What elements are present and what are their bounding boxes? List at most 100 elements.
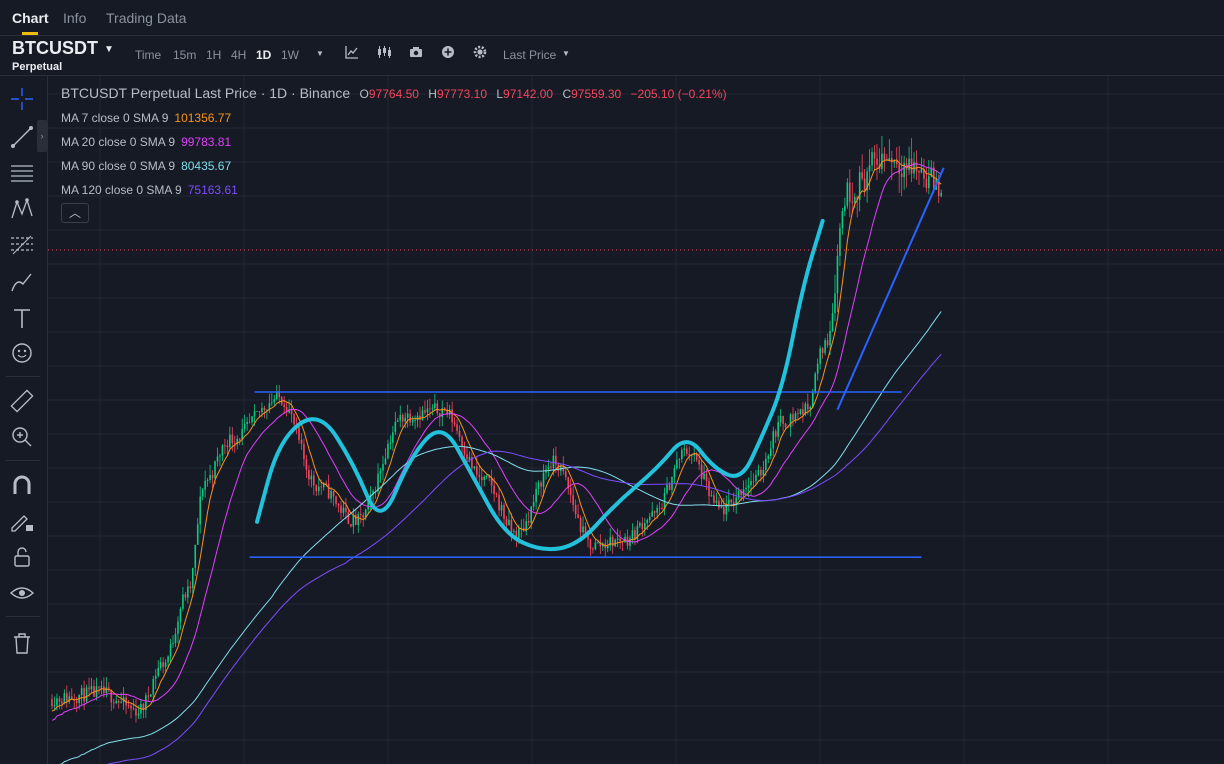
candle-body <box>382 464 384 471</box>
candle-body <box>937 178 940 197</box>
interval-more-icon[interactable]: ▼ <box>316 49 324 58</box>
candle-body <box>651 511 654 517</box>
interval-1h[interactable]: 1H <box>206 48 222 62</box>
chevron-down-icon[interactable]: ▼ <box>562 49 570 58</box>
chevron-down-icon[interactable]: ▼ <box>104 44 114 55</box>
candle-body <box>172 643 174 645</box>
zoom-in-icon[interactable] <box>9 424 35 450</box>
candle-body <box>98 686 100 688</box>
candle-body <box>229 434 231 448</box>
candle-body <box>584 526 587 535</box>
ma90-line <box>59 311 942 764</box>
candle-type-icon[interactable] <box>375 45 393 63</box>
lock-icon[interactable] <box>9 544 35 570</box>
candle-body <box>211 475 214 479</box>
candle-body <box>540 482 542 487</box>
candle-body <box>194 544 197 568</box>
candle-body <box>80 688 83 696</box>
eye-icon[interactable] <box>9 580 35 606</box>
candle-body <box>589 539 592 549</box>
horizontal-lines-icon[interactable] <box>9 160 35 186</box>
candle-body <box>174 633 177 644</box>
candle-body <box>105 687 108 693</box>
candle-body <box>844 205 846 212</box>
candle-body <box>355 515 357 525</box>
candle-body <box>552 455 555 468</box>
trash-icon[interactable] <box>9 630 35 656</box>
candle-body <box>883 153 886 160</box>
candle-body <box>226 445 229 448</box>
tab-info[interactable]: Info <box>63 10 87 26</box>
candle-body <box>757 469 760 475</box>
candle-body <box>384 458 387 465</box>
magnet-icon[interactable] <box>9 472 35 498</box>
interval-1d[interactable]: 1D <box>256 48 272 62</box>
candle-body <box>574 504 577 515</box>
candle-body <box>700 464 703 479</box>
settings-icon[interactable] <box>471 45 489 63</box>
candle-body <box>83 688 85 702</box>
fib-icon[interactable] <box>9 232 35 258</box>
candle-body <box>851 201 854 203</box>
price-type-select[interactable]: Last Price <box>503 48 557 62</box>
chevron-up-icon[interactable]: ︿ <box>61 203 89 223</box>
price-chart[interactable] <box>48 76 1224 764</box>
tab-trading-data[interactable]: Trading Data <box>106 10 187 26</box>
interval-4h[interactable]: 4H <box>231 48 247 62</box>
interval-15m[interactable]: 15m <box>173 48 197 62</box>
add-icon[interactable] <box>439 45 457 63</box>
candle-body <box>397 420 399 422</box>
symbol-name[interactable]: BTCUSDT <box>12 38 98 58</box>
candle-body <box>458 430 461 437</box>
candle-body <box>394 421 397 433</box>
candle-body <box>221 445 224 456</box>
ruler-icon[interactable] <box>9 388 35 414</box>
candle-body <box>923 169 925 179</box>
candle-body <box>779 415 782 423</box>
interval-time[interactable]: Time <box>135 48 162 62</box>
candle-body <box>448 409 451 415</box>
candle-body <box>204 480 206 490</box>
candle-body <box>690 455 693 457</box>
candle-body <box>723 507 725 515</box>
candle-body <box>871 152 873 166</box>
candle-body <box>117 700 120 703</box>
candle-body <box>392 432 394 443</box>
candle-body <box>327 483 330 499</box>
candle-body <box>340 505 342 513</box>
candle-body <box>150 694 152 697</box>
brush-icon[interactable] <box>9 270 35 296</box>
candle-body <box>456 424 458 431</box>
pattern-icon[interactable] <box>9 196 35 222</box>
candle-body <box>804 403 807 415</box>
lock-pencil-icon[interactable] <box>9 508 35 534</box>
candle-body <box>735 497 737 506</box>
candle-body <box>187 586 189 598</box>
tab-chart[interactable]: Chart <box>12 10 49 26</box>
candle-body <box>811 392 814 408</box>
candle-body <box>85 687 88 702</box>
candle-body <box>693 453 695 456</box>
contract-type: Perpetual <box>12 61 63 73</box>
camera-icon[interactable] <box>407 45 425 63</box>
candle-body <box>710 495 713 497</box>
candle-body <box>231 434 234 444</box>
candle-body <box>819 348 821 364</box>
candle-body <box>594 542 597 550</box>
candle-body <box>416 415 419 421</box>
trendline-icon[interactable] <box>9 124 35 150</box>
candle-body <box>737 491 740 498</box>
candle-body <box>873 152 876 159</box>
candle-body <box>727 499 730 504</box>
candle-body <box>809 407 812 410</box>
ma120-legend: MA 120 close 0 SMA 9 75163.61 <box>61 183 238 197</box>
text-icon[interactable] <box>9 306 35 332</box>
ma7-legend: MA 7 close 0 SMA 9 101356.77 <box>61 111 232 125</box>
candle-body <box>246 421 248 424</box>
interval-1w[interactable]: 1W <box>281 48 299 62</box>
indicator-icon[interactable] <box>343 45 361 63</box>
candle-body <box>219 455 221 457</box>
emoji-icon[interactable] <box>9 340 35 366</box>
crosshair-icon[interactable] <box>9 86 35 112</box>
expand-tools-icon[interactable]: › <box>37 120 47 152</box>
